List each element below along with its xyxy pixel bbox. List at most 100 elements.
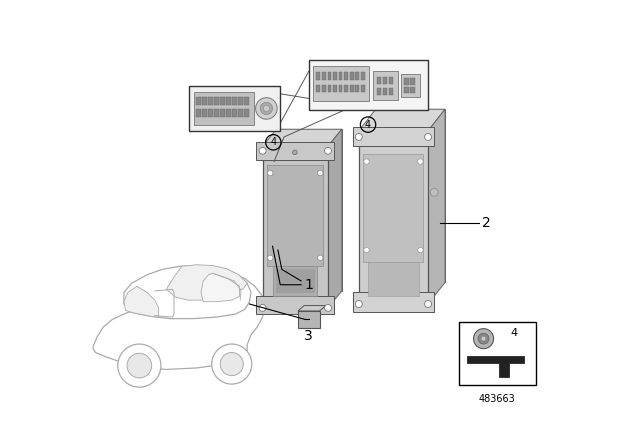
Bar — [361, 85, 365, 92]
Bar — [404, 78, 409, 85]
Circle shape — [424, 301, 431, 307]
Bar — [339, 85, 342, 92]
Circle shape — [481, 336, 486, 341]
Bar — [209, 97, 212, 104]
Circle shape — [268, 255, 273, 260]
Text: 1: 1 — [305, 278, 314, 292]
Bar — [232, 109, 237, 117]
Circle shape — [292, 150, 297, 155]
Circle shape — [212, 344, 252, 384]
Polygon shape — [376, 109, 445, 282]
Bar — [238, 97, 243, 104]
Polygon shape — [93, 271, 265, 370]
Bar — [220, 97, 225, 104]
Bar — [383, 88, 387, 95]
Circle shape — [474, 329, 493, 349]
Bar — [459, 322, 536, 385]
Circle shape — [317, 170, 323, 176]
Bar — [316, 72, 320, 80]
Circle shape — [259, 304, 266, 311]
Circle shape — [259, 147, 266, 154]
Bar — [194, 92, 254, 125]
Bar — [410, 87, 415, 93]
Text: 4: 4 — [365, 120, 371, 129]
Text: 3: 3 — [305, 328, 313, 343]
Bar — [322, 72, 326, 80]
Bar — [316, 85, 320, 92]
Circle shape — [317, 255, 323, 260]
Circle shape — [364, 247, 369, 253]
Bar — [333, 72, 337, 80]
Bar — [355, 85, 359, 92]
Bar — [333, 85, 337, 92]
Bar — [389, 77, 394, 84]
Bar — [364, 154, 424, 262]
Circle shape — [324, 147, 332, 154]
Circle shape — [260, 102, 273, 115]
Polygon shape — [124, 286, 159, 317]
Circle shape — [478, 333, 489, 344]
Polygon shape — [353, 293, 435, 312]
Polygon shape — [359, 109, 445, 131]
Bar — [202, 109, 207, 117]
Bar — [308, 60, 428, 110]
Bar — [410, 78, 415, 85]
Bar — [328, 85, 332, 92]
Bar — [361, 72, 365, 80]
Circle shape — [127, 353, 152, 378]
Polygon shape — [262, 129, 342, 146]
Circle shape — [118, 344, 161, 387]
Text: 483663: 483663 — [479, 394, 516, 404]
Polygon shape — [428, 109, 445, 304]
Circle shape — [324, 304, 332, 311]
Bar — [232, 97, 237, 104]
Circle shape — [263, 105, 269, 112]
Polygon shape — [298, 306, 326, 311]
Bar — [196, 109, 200, 117]
Bar — [238, 109, 243, 117]
Bar — [389, 88, 394, 95]
Bar — [214, 109, 219, 117]
Text: 4: 4 — [511, 327, 518, 337]
Bar — [196, 97, 200, 104]
Text: 2: 2 — [482, 216, 491, 230]
Polygon shape — [467, 356, 524, 377]
Bar — [328, 72, 332, 80]
Bar — [267, 165, 323, 266]
Circle shape — [355, 301, 362, 307]
Polygon shape — [201, 273, 239, 302]
Bar — [344, 72, 348, 80]
Bar — [262, 146, 328, 308]
Bar — [401, 74, 420, 97]
Bar — [189, 86, 280, 131]
Circle shape — [355, 134, 362, 140]
Polygon shape — [353, 127, 435, 146]
Bar — [314, 66, 369, 102]
Bar — [404, 87, 409, 93]
Polygon shape — [166, 265, 247, 300]
Polygon shape — [124, 266, 251, 319]
Circle shape — [418, 247, 423, 253]
Bar — [220, 109, 225, 117]
Bar — [273, 266, 317, 296]
Polygon shape — [257, 142, 334, 160]
Bar — [349, 85, 353, 92]
Bar — [368, 262, 419, 296]
Bar — [322, 85, 326, 92]
Bar — [214, 97, 219, 104]
Bar — [209, 109, 212, 117]
Bar — [373, 71, 398, 100]
Bar — [244, 109, 248, 117]
Bar — [359, 131, 428, 304]
Bar — [202, 97, 207, 104]
Circle shape — [418, 159, 423, 164]
Bar — [376, 88, 381, 95]
Polygon shape — [276, 129, 342, 291]
Polygon shape — [328, 129, 342, 308]
Text: 4: 4 — [270, 137, 276, 147]
Circle shape — [424, 134, 431, 140]
Circle shape — [255, 98, 277, 119]
Bar — [344, 85, 348, 92]
Bar — [376, 77, 381, 84]
Circle shape — [364, 159, 369, 164]
